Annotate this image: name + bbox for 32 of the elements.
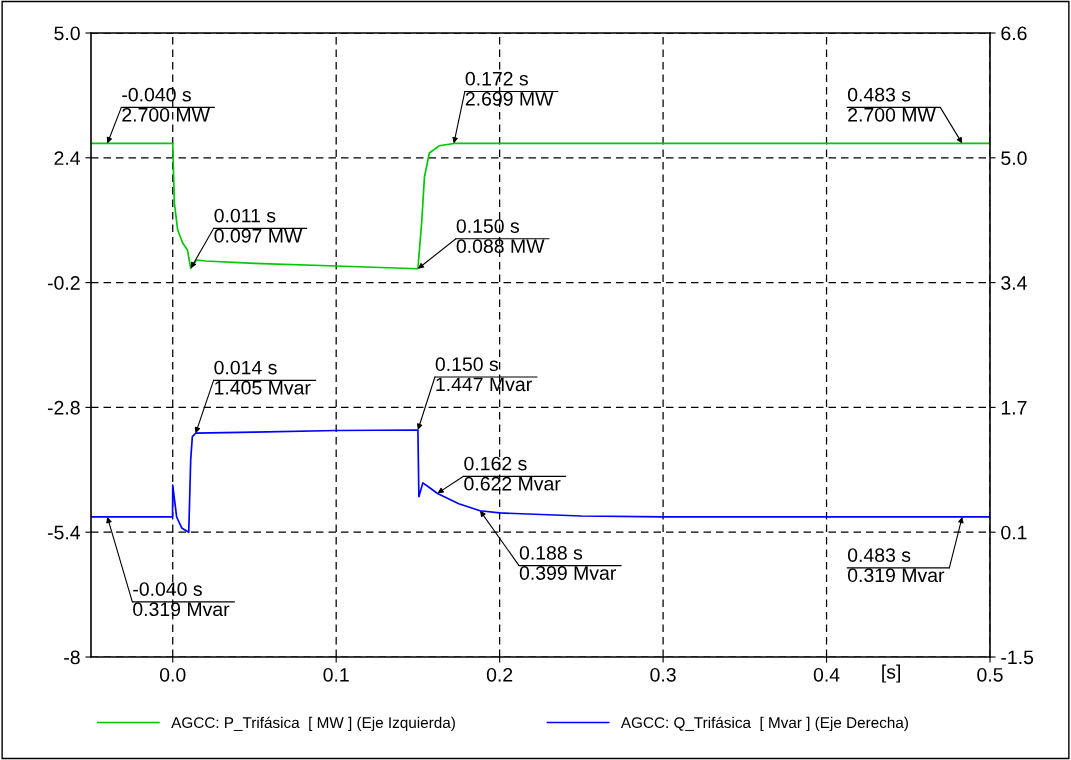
annotation: 0.162 s 0.622 Mvar: [464, 456, 561, 491]
x-tick-label: 0.2: [486, 667, 513, 682]
annotation: 0.483 s 0.319 Mvar: [847, 548, 945, 583]
annotation: 0.483 s 2.700 MW: [847, 87, 936, 122]
y2-tick-label: 0.1: [1001, 525, 1027, 540]
y2-tick-label: 1.7: [1001, 401, 1027, 415]
y-tick-label: -0.2: [47, 276, 80, 290]
legend-label: AGCC: Q_Trifásica [ Mvar ] (Eje Derecha): [620, 716, 908, 732]
x-tick-label: 0.5: [977, 667, 1003, 682]
x-tick-label: 0.3: [650, 667, 676, 682]
annotation: 0.188 s 0.399 Mvar: [519, 545, 616, 580]
y2-tick-label: 6.6: [1001, 26, 1027, 41]
annotation: 0.172 s 2.699 MW: [465, 71, 554, 106]
annotation: 0.011 s 0.097 MW: [214, 208, 303, 243]
y2-tick-label: -1.5: [1001, 650, 1034, 665]
y-tick-label: 5.0: [54, 26, 80, 41]
annotation: 0.014 s 1.405 Mvar: [214, 360, 311, 395]
annotation: -0.040 s 0.319 Mvar: [133, 582, 230, 617]
y-tick-label: -5.4: [47, 525, 81, 540]
y2-tick-label: 5.0: [1001, 151, 1027, 166]
x-tick-label: 0.1: [323, 667, 349, 682]
x-axis-title: [s]: [882, 664, 900, 683]
y-tick-label: 2.4: [54, 151, 81, 165]
annotation: 0.150 s 1.447 Mvar: [435, 357, 532, 392]
x-tick-label: 0.4: [813, 667, 840, 682]
y2-tick-label: 3.4: [1001, 276, 1027, 290]
y-tick-label: -2.8: [47, 400, 80, 415]
annotation: 0.150 s 0.088 MW: [456, 219, 545, 254]
x-tick-label: 0.0: [159, 667, 186, 682]
y-tick-label: -8: [64, 650, 80, 665]
legend-label: AGCC: P_Trifásica [ MW ] (Eje Izquierda): [171, 716, 455, 732]
annotation: -0.040 s 2.700 MW: [122, 87, 210, 122]
